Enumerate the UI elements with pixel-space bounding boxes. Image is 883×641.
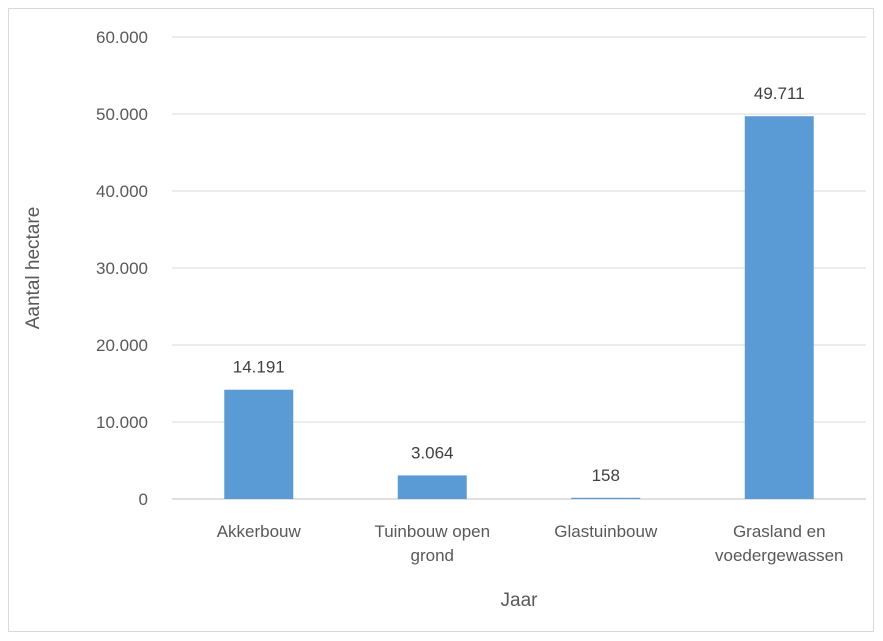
data-label: 49.711: [754, 84, 805, 103]
bar: [224, 389, 294, 499]
bar: [397, 475, 467, 499]
y-tick-label: 0: [139, 490, 148, 509]
category-labels: Akkerbouw Tuinbouw open grond Glastuinbouw G…: [217, 522, 844, 565]
y-tick-label: 60.000: [96, 28, 148, 47]
bar: [744, 116, 814, 499]
category-label: Akkerbouw: [217, 522, 302, 541]
x-axis-title: Jaar: [501, 590, 539, 611]
y-axis-title: Aantal hectare: [23, 207, 44, 330]
category-label: voedergewassen: [715, 546, 844, 565]
y-tick-label: 50.000: [96, 105, 148, 124]
data-labels: 14.191 3.064 158 49.711: [233, 84, 805, 485]
bars: [224, 116, 814, 499]
y-tick-label: 10.000: [96, 413, 148, 432]
y-tick-labels: 0 10.000 20.000 30.000 40.000 50.000 60.000: [96, 28, 148, 509]
bar: [571, 497, 641, 499]
y-tick-label: 40.000: [96, 182, 148, 201]
data-label: 14.191: [233, 358, 285, 377]
y-tick-label: 30.000: [96, 259, 148, 278]
data-label: 3.064: [411, 443, 454, 462]
y-tick-label: 20.000: [96, 336, 148, 355]
category-label: Grasland en: [733, 522, 826, 541]
category-label: grond: [411, 546, 454, 565]
category-label: Tuinbouw open: [374, 522, 490, 541]
category-label: Glastuinbouw: [554, 522, 658, 541]
chart-frame: [8, 8, 874, 632]
data-label: 158: [592, 466, 620, 485]
